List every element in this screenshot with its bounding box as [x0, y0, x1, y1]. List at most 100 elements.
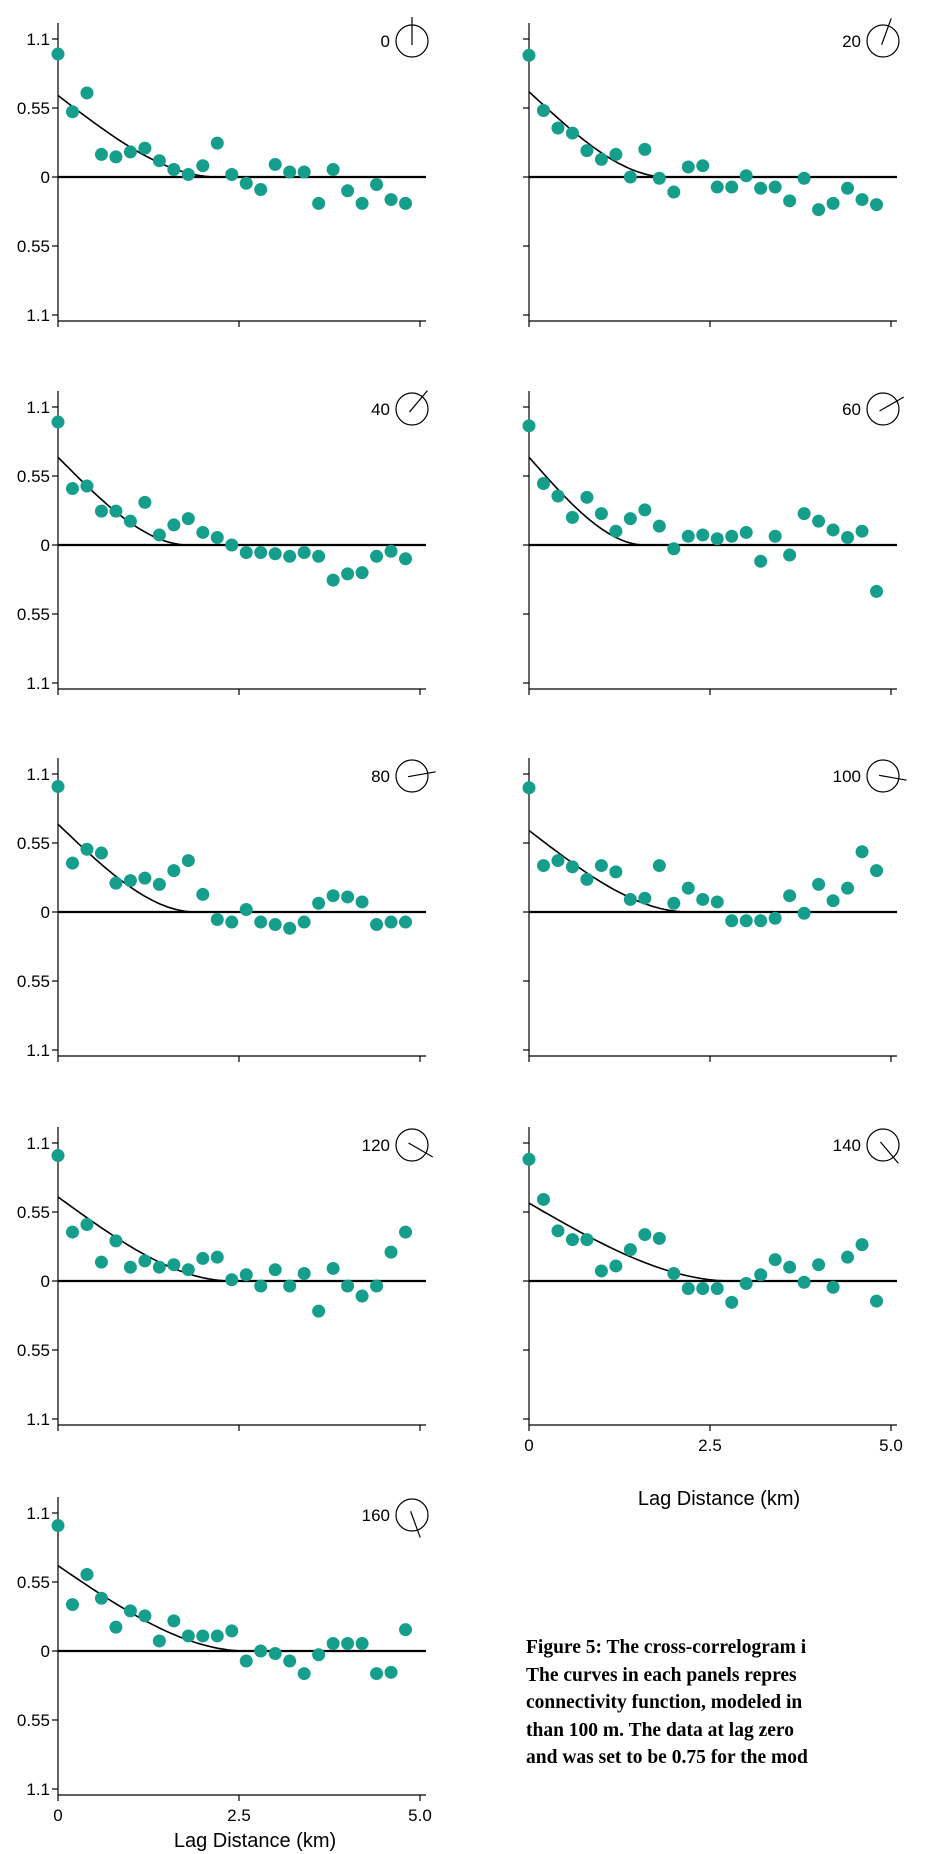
panel-60: 60 — [522, 391, 905, 695]
data-point — [210, 1250, 224, 1264]
y-tick-label: 0.55 — [17, 834, 50, 853]
data-point — [123, 874, 137, 888]
data-point — [551, 1224, 565, 1238]
direction-label: 0 — [381, 32, 390, 51]
data-point — [167, 864, 181, 878]
y-tick-label: 0.55 — [17, 1711, 50, 1730]
x-tick-label: 0 — [524, 1436, 533, 1455]
compass-circle — [866, 392, 900, 426]
data-point — [609, 1259, 623, 1273]
compass-circle — [395, 392, 429, 426]
data-point — [594, 1264, 608, 1278]
direction-label: 20 — [842, 32, 861, 51]
data-point — [384, 1245, 398, 1259]
data-point — [355, 895, 369, 909]
data-point — [181, 167, 195, 181]
data-point — [696, 1282, 710, 1296]
data-point — [326, 1261, 340, 1275]
data-point — [565, 1233, 579, 1247]
data-point — [710, 180, 724, 194]
data-point — [399, 552, 413, 566]
data-point — [80, 1218, 94, 1232]
direction-label: 140 — [833, 1136, 861, 1155]
data-point — [812, 1258, 826, 1272]
data-point — [239, 902, 253, 916]
model-curve — [528, 1202, 732, 1282]
data-point — [268, 157, 282, 171]
y-tick-label: 1.1 — [26, 30, 50, 49]
data-point — [138, 141, 152, 155]
data-point — [65, 482, 79, 496]
data-point — [841, 530, 855, 544]
data-point — [580, 144, 594, 158]
data-point — [268, 1647, 282, 1661]
data-point — [51, 1149, 65, 1163]
data-point — [739, 525, 753, 539]
data-point — [812, 514, 826, 528]
data-point — [138, 871, 152, 885]
data-point — [225, 915, 239, 929]
data-point — [609, 865, 623, 879]
y-tick-label: 1.1 — [26, 765, 50, 784]
data-point — [283, 165, 297, 179]
data-point — [297, 546, 311, 560]
data-point — [710, 1282, 724, 1296]
data-point — [783, 548, 797, 562]
data-point — [855, 524, 869, 538]
data-point — [725, 529, 739, 543]
data-point — [138, 1609, 152, 1623]
data-point — [341, 1636, 355, 1650]
data-point — [370, 549, 384, 563]
data-point — [623, 512, 637, 526]
data-point — [870, 198, 884, 212]
data-point — [638, 1228, 652, 1242]
data-point — [370, 178, 384, 192]
y-tick-label: 1.1 — [26, 674, 50, 693]
data-point — [355, 566, 369, 580]
data-point — [94, 1591, 108, 1605]
data-point — [283, 549, 297, 563]
data-point — [225, 1624, 239, 1638]
data-point — [812, 877, 826, 891]
y-tick-label: 0.55 — [17, 237, 50, 256]
data-point — [551, 489, 565, 503]
data-point — [667, 185, 681, 199]
data-point — [768, 911, 782, 925]
direction-compass-icon — [866, 1128, 900, 1164]
data-point — [239, 1268, 253, 1282]
data-point — [51, 780, 65, 794]
data-point — [341, 890, 355, 904]
data-point — [681, 1282, 695, 1296]
compass-needle — [407, 771, 436, 778]
data-point — [580, 490, 594, 504]
data-point — [399, 915, 413, 929]
data-point — [65, 105, 79, 119]
direction-compass-icon — [866, 759, 907, 793]
data-point — [312, 1304, 326, 1318]
data-point — [312, 896, 326, 910]
data-point — [681, 160, 695, 174]
data-point — [370, 918, 384, 932]
data-point — [623, 170, 637, 184]
data-point — [652, 1231, 666, 1245]
data-point — [710, 532, 724, 546]
direction-label: 100 — [833, 767, 861, 786]
data-point — [855, 193, 869, 207]
y-tick-label: 0 — [41, 536, 50, 555]
data-point — [297, 1667, 311, 1681]
data-point — [609, 147, 623, 161]
data-point — [80, 842, 94, 856]
data-point — [594, 507, 608, 521]
data-point — [754, 554, 768, 568]
data-point — [725, 914, 739, 928]
data-point — [225, 167, 239, 181]
y-tick-label: 0.55 — [17, 605, 50, 624]
direction-compass-icon — [395, 1498, 429, 1538]
x-tick-label: 0 — [53, 1806, 62, 1825]
data-point — [384, 1665, 398, 1679]
direction-label: 60 — [842, 400, 861, 419]
data-point — [94, 1255, 108, 1269]
data-point — [138, 495, 152, 509]
data-point — [826, 523, 840, 537]
panel-120: 1.1 0.55 0 0.55 1.1 120 — [17, 1127, 434, 1431]
